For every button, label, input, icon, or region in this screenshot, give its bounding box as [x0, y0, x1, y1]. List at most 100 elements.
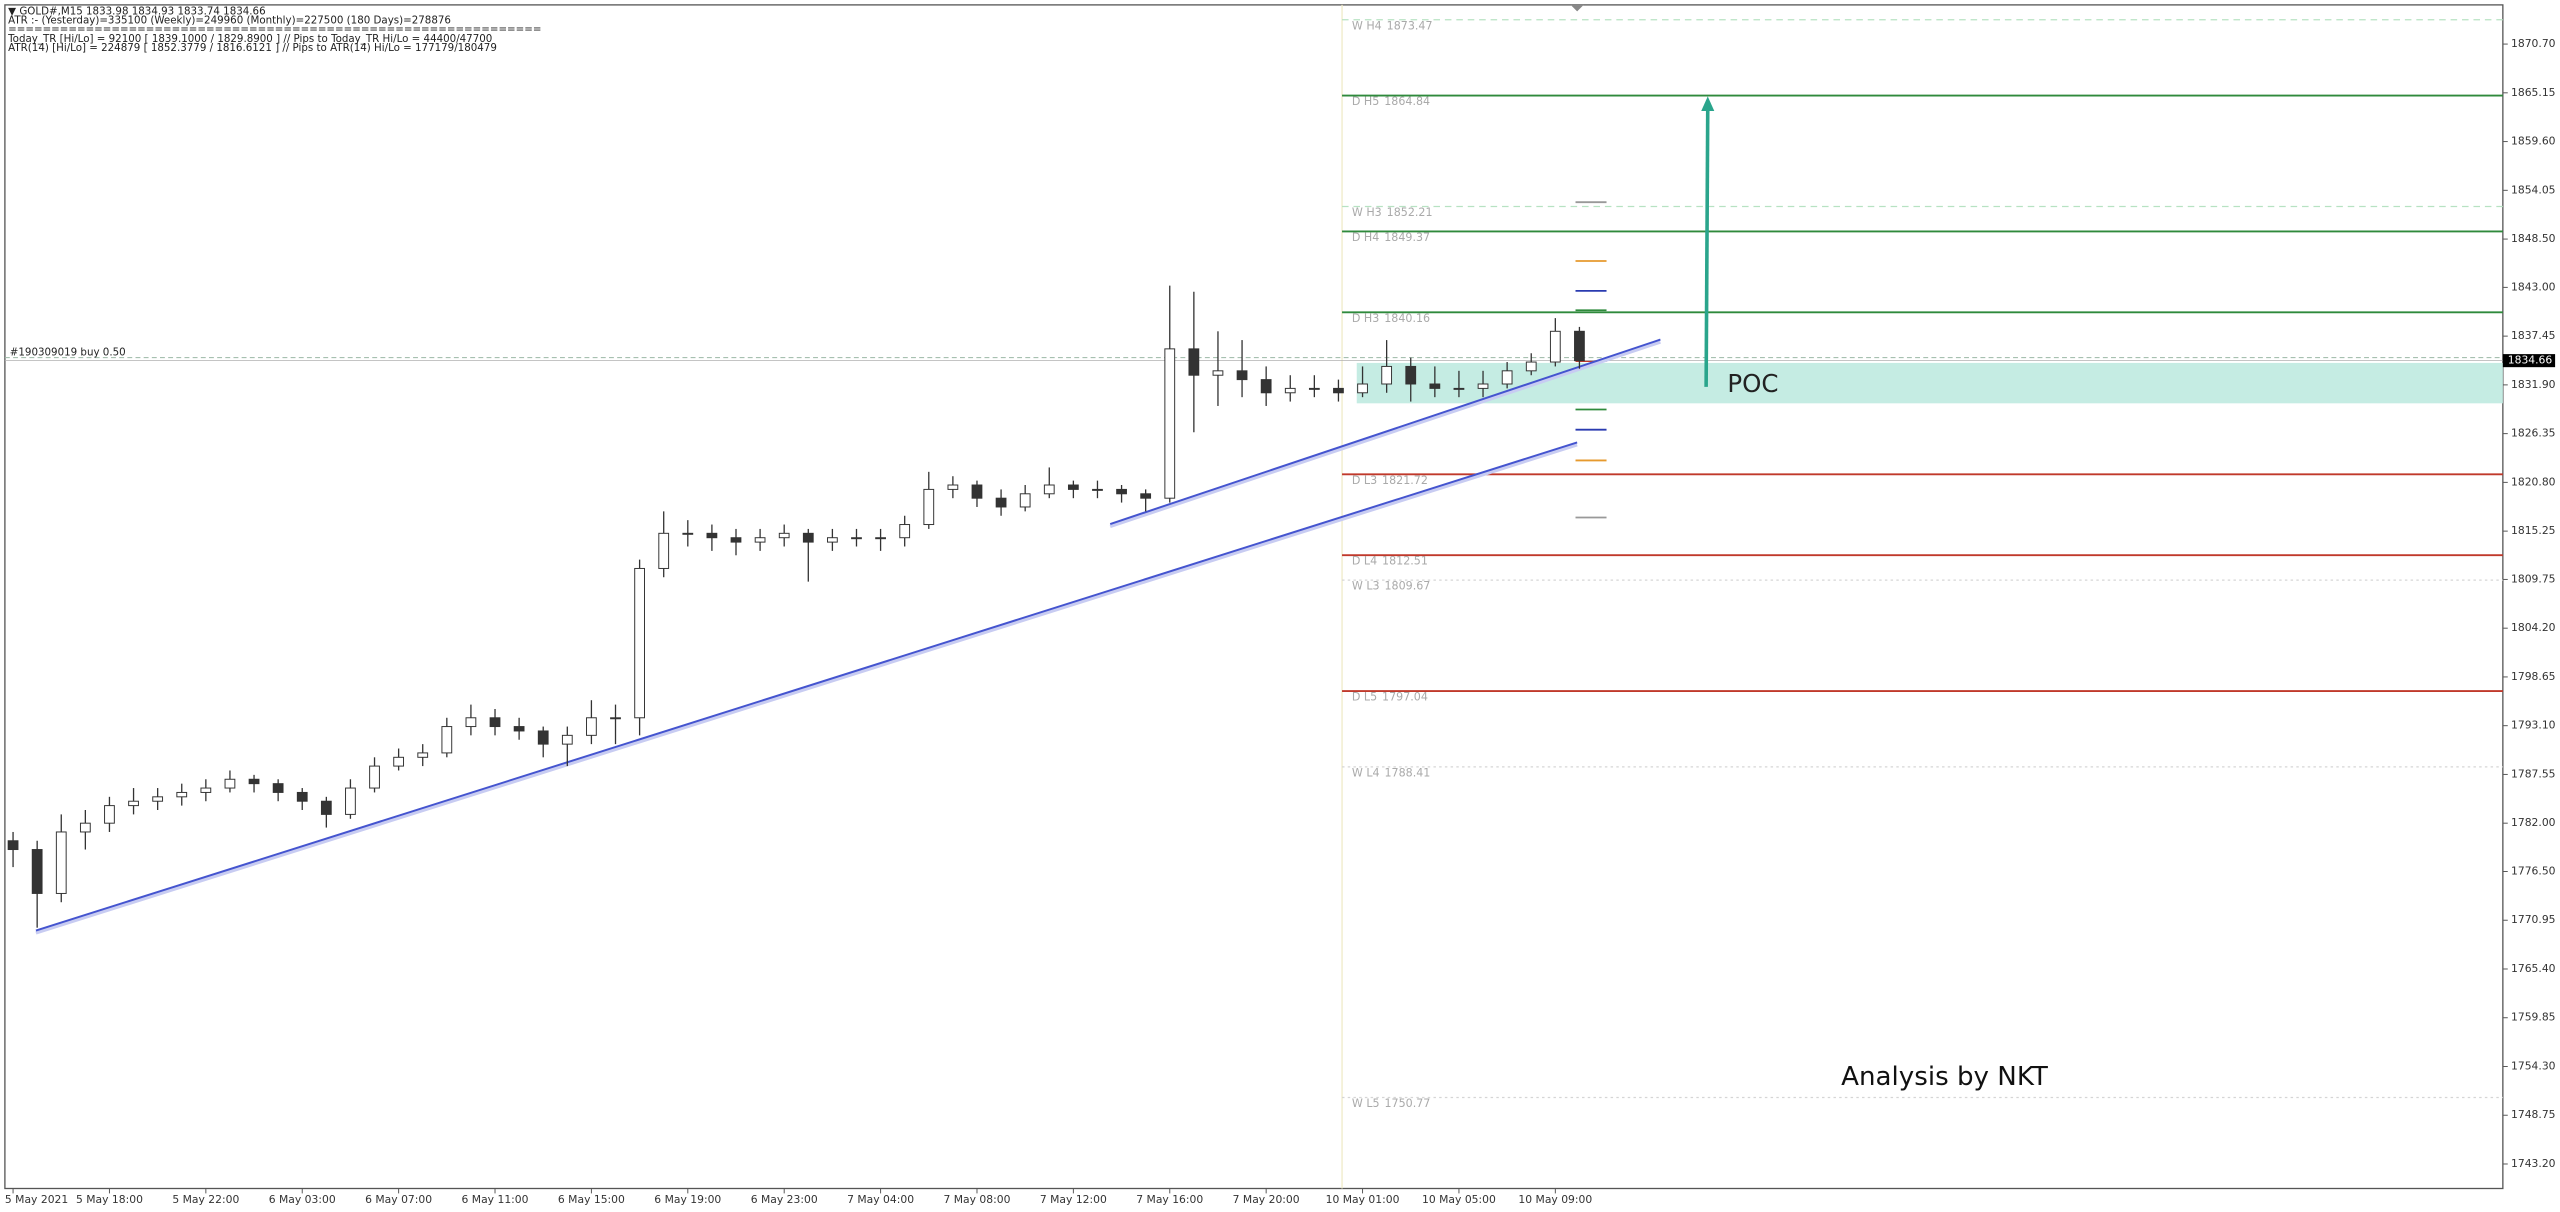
- level-label: D L5 1797.04: [1352, 691, 1428, 704]
- level-name: D L3: [1352, 474, 1377, 487]
- candle-body: [1357, 383, 1368, 394]
- y-tick-label: 1782.00: [2511, 816, 2556, 829]
- info-line: ========================================…: [8, 24, 541, 36]
- candle-body: [1429, 383, 1441, 389]
- candle-body: [176, 791, 188, 798]
- y-tick-label: 1826.35: [2511, 427, 2556, 440]
- candle-body: [1453, 387, 1465, 390]
- candle-body: [7, 840, 19, 851]
- y-tick-label: 1848.50: [2511, 232, 2556, 245]
- candle-body: [248, 778, 260, 785]
- level-value: 1821.72: [1382, 474, 1428, 487]
- info-line: Today_TR [Hi/Lo] = 92100 [ 1839.1000 / 1…: [7, 33, 492, 45]
- y-tick-label: 1843.00: [2511, 280, 2556, 293]
- candle-body: [947, 484, 959, 490]
- candle-body: [899, 524, 911, 539]
- y-tick-label: 1809.75: [2511, 572, 2556, 585]
- x-tick-label: 7 May 08:00: [943, 1193, 1010, 1206]
- level-label: W H3 1852.21: [1352, 206, 1433, 219]
- level-label: W L5 1750.77: [1352, 1097, 1431, 1110]
- level-name: W L4: [1352, 766, 1380, 779]
- candle-body: [1260, 379, 1272, 394]
- candle-body: [1333, 387, 1344, 394]
- x-tick-label: 7 May 20:00: [1233, 1193, 1300, 1206]
- y-tick-label: 1831.90: [2511, 378, 2556, 391]
- level-name: W L5: [1352, 1097, 1380, 1110]
- candle-body: [1574, 330, 1585, 362]
- level-label: D H4 1849.37: [1352, 231, 1430, 244]
- candle-body: [272, 783, 284, 793]
- candle-body: [827, 537, 838, 543]
- candle-body: [489, 717, 501, 728]
- level-name: W H3: [1352, 206, 1382, 219]
- level-name: W L3: [1352, 580, 1380, 593]
- level-label: W H4 1873.47: [1352, 19, 1433, 32]
- y-tick-label: 1837.45: [2511, 329, 2556, 342]
- candle-body: [730, 537, 742, 543]
- y-tick-label: 1776.50: [2511, 864, 2556, 877]
- level-label: W L3 1809.67: [1352, 580, 1431, 593]
- y-tick-label: 1743.20: [2511, 1157, 2556, 1170]
- candle-body: [55, 831, 67, 894]
- level-name: D L4: [1352, 555, 1377, 568]
- info-line: ATR(14) [Hi/Lo] = 224879 [ 1852.3779 / 1…: [8, 42, 497, 54]
- y-tick-label: 1759.85: [2511, 1011, 2556, 1024]
- candle-body: [441, 726, 453, 754]
- candle-body: [923, 488, 935, 526]
- poc-zone: [1356, 362, 2503, 404]
- candle-body: [1501, 370, 1513, 385]
- candle-body: [1019, 493, 1031, 508]
- candle-body: [1067, 484, 1079, 490]
- order-label: #190309019 buy 0.50: [10, 347, 126, 359]
- trendline: [35, 441, 1578, 932]
- candle-body: [465, 717, 477, 728]
- candle-body: [31, 849, 43, 894]
- candle-body: [152, 796, 164, 802]
- x-tick-label: 6 May 23:00: [751, 1193, 818, 1206]
- level-label: D H3 1840.16: [1352, 312, 1430, 325]
- annotation: Analysis by NKT: [1841, 1062, 2049, 1092]
- candle-body: [513, 726, 525, 732]
- y-tick-label: 1748.75: [2511, 1108, 2556, 1121]
- y-tick-label: 1815.25: [2511, 524, 2556, 537]
- trendline: [1109, 338, 1661, 525]
- candle-body: [1188, 348, 1200, 376]
- candle-body: [706, 532, 718, 539]
- candle-body: [1284, 387, 1296, 394]
- candle-body: [586, 717, 597, 736]
- poc-label: POC: [1727, 369, 1778, 398]
- level-value: 1788.41: [1384, 766, 1430, 779]
- level-label: D H5 1864.84: [1352, 95, 1430, 108]
- x-tick-label: 10 May 09:00: [1518, 1193, 1592, 1206]
- y-tick-label: 1859.60: [2511, 135, 2556, 148]
- target-arrow-head: [1701, 96, 1715, 112]
- candle-body: [1140, 493, 1152, 499]
- level-label: D L3 1821.72: [1352, 474, 1428, 487]
- candle-body: [682, 532, 694, 535]
- y-tick-label: 1870.70: [2511, 37, 2556, 50]
- info-line: ATR :- (Yesterday)=335100 (Weekly)=24996…: [8, 15, 451, 27]
- candle-body: [1212, 370, 1224, 376]
- x-tick-label: 7 May 12:00: [1040, 1193, 1107, 1206]
- x-tick-label: 6 May 15:00: [558, 1193, 625, 1206]
- candle-body: [1236, 370, 1248, 381]
- x-tick-label: 6 May 03:00: [269, 1193, 336, 1206]
- candle-body: [1405, 365, 1417, 385]
- candle-body: [1549, 330, 1561, 363]
- level-value: 1809.67: [1384, 580, 1430, 593]
- x-tick-label: 10 May 05:00: [1422, 1193, 1496, 1206]
- level-value: 1873.47: [1387, 19, 1433, 32]
- candle-body: [200, 787, 212, 793]
- level-value: 1797.04: [1382, 691, 1428, 704]
- candle-body: [875, 537, 886, 540]
- candle-body: [851, 537, 862, 540]
- x-tick-label: 6 May 07:00: [365, 1193, 432, 1206]
- candle-body: [634, 567, 645, 719]
- level-value: 1852.21: [1387, 206, 1433, 219]
- candle-body: [224, 778, 236, 789]
- candle-body: [1116, 488, 1127, 495]
- candle-body: [971, 484, 983, 499]
- y-tick-label: 1854.05: [2511, 183, 2556, 196]
